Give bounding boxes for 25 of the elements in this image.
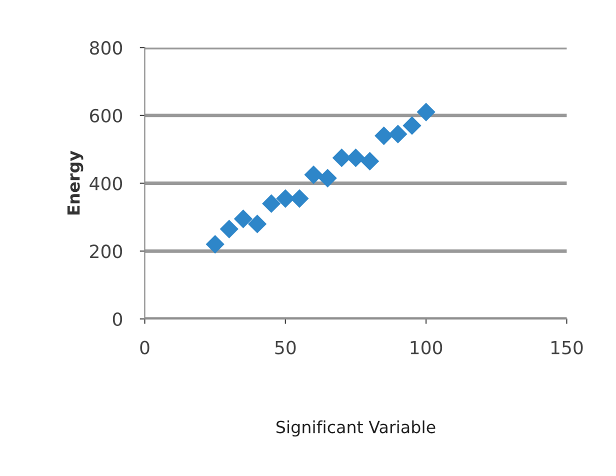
point bbox=[360, 152, 380, 171]
point bbox=[388, 124, 408, 144]
y-tick-label: 200 bbox=[90, 244, 122, 258]
x-tick-label: 150 bbox=[551, 340, 583, 354]
point bbox=[332, 148, 351, 168]
x-axis-title: Significant Variable bbox=[276, 420, 436, 437]
point bbox=[206, 234, 224, 254]
y-tick-label: 800 bbox=[90, 41, 122, 55]
point bbox=[402, 116, 422, 135]
y-tick-label: 600 bbox=[90, 108, 122, 123]
x-tick-label: 0 bbox=[140, 340, 150, 354]
y-axis-title: Energy bbox=[67, 150, 84, 215]
point bbox=[290, 189, 309, 208]
point bbox=[262, 194, 281, 213]
point bbox=[248, 214, 267, 234]
point bbox=[304, 165, 323, 184]
x-tick-label: 50 bbox=[275, 340, 296, 354]
point bbox=[416, 102, 436, 122]
point bbox=[220, 220, 238, 238]
y-tick-label: 0 bbox=[112, 312, 122, 326]
point bbox=[318, 168, 337, 188]
x-tick-label: 100 bbox=[410, 340, 442, 354]
point bbox=[234, 210, 253, 228]
y-tick-label: 400 bbox=[90, 176, 122, 190]
point bbox=[374, 126, 394, 146]
